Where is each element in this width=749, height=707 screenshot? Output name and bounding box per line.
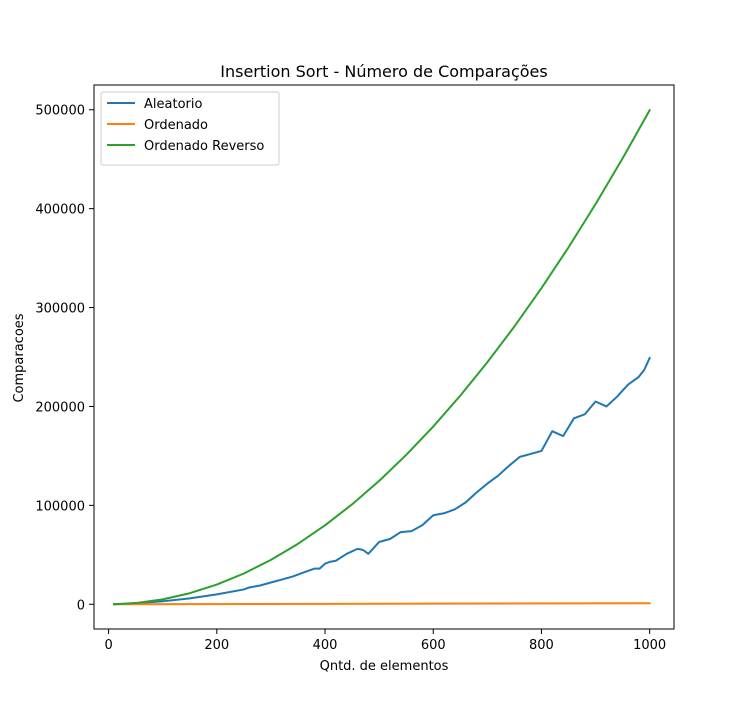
legend-label: Ordenado Reverso <box>144 139 264 154</box>
y-tick-label: 0 <box>77 598 85 613</box>
x-axis-label: Qntd. de elementos <box>320 659 449 674</box>
y-tick-label: 400000 <box>35 203 85 218</box>
legend-label: Aleatorio <box>144 97 202 112</box>
legend-label: Ordenado <box>144 118 208 133</box>
series-line-ordenado <box>113 602 651 606</box>
x-tick-label: 600 <box>421 638 446 653</box>
y-tick-label: 300000 <box>35 302 85 317</box>
series-line-ordenado-reverso <box>112 108 652 606</box>
x-tick-label: 800 <box>529 638 554 653</box>
legend-box <box>100 91 280 166</box>
x-tick-label: 0 <box>104 638 112 653</box>
chart-title: Insertion Sort - Número de Comparações <box>220 62 547 81</box>
x-tick-label: 200 <box>204 638 229 653</box>
y-tick-label: 200000 <box>35 400 85 415</box>
axes-frame <box>93 84 675 630</box>
y-tick-label: 500000 <box>35 104 85 119</box>
x-tick-label: 1000 <box>633 638 666 653</box>
plot-area: 0 200 400 600 800 1000 0 100000 200000 300000 4000… <box>35 84 675 653</box>
y-tick-label: 100000 <box>35 499 85 514</box>
legend: Aleatorio Ordenado Ordenado Reverso <box>100 91 280 166</box>
series-line-aleatorio <box>112 356 651 606</box>
x-tick-label: 400 <box>313 638 338 653</box>
y-axis-label: Comparacoes <box>12 313 27 402</box>
